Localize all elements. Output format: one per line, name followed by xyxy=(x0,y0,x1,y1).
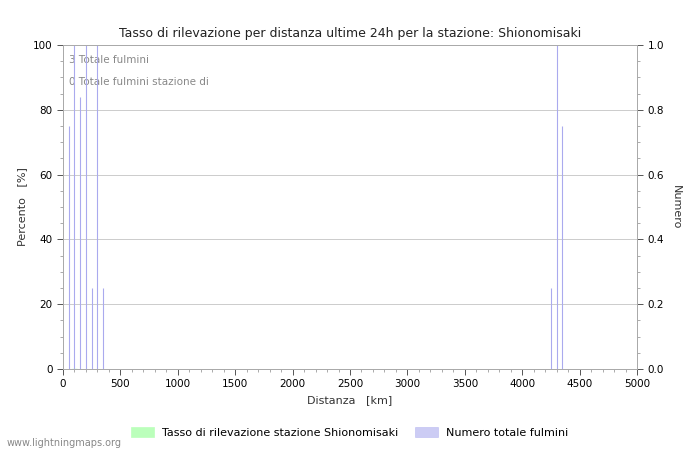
Title: Tasso di rilevazione per distanza ultime 24h per la stazione: Shionomisaki: Tasso di rilevazione per distanza ultime… xyxy=(119,27,581,40)
Legend: Tasso di rilevazione stazione Shionomisaki, Numero totale fulmini: Tasso di rilevazione stazione Shionomisa… xyxy=(127,423,573,442)
Y-axis label: Percento   [%]: Percento [%] xyxy=(18,167,27,247)
Text: 3 Totale fulmini: 3 Totale fulmini xyxy=(69,55,148,65)
Text: www.lightningmaps.org: www.lightningmaps.org xyxy=(7,438,122,448)
Y-axis label: Numero: Numero xyxy=(671,185,680,229)
Text: 0 Totale fulmini stazione di: 0 Totale fulmini stazione di xyxy=(69,77,209,87)
X-axis label: Distanza   [km]: Distanza [km] xyxy=(307,395,393,405)
